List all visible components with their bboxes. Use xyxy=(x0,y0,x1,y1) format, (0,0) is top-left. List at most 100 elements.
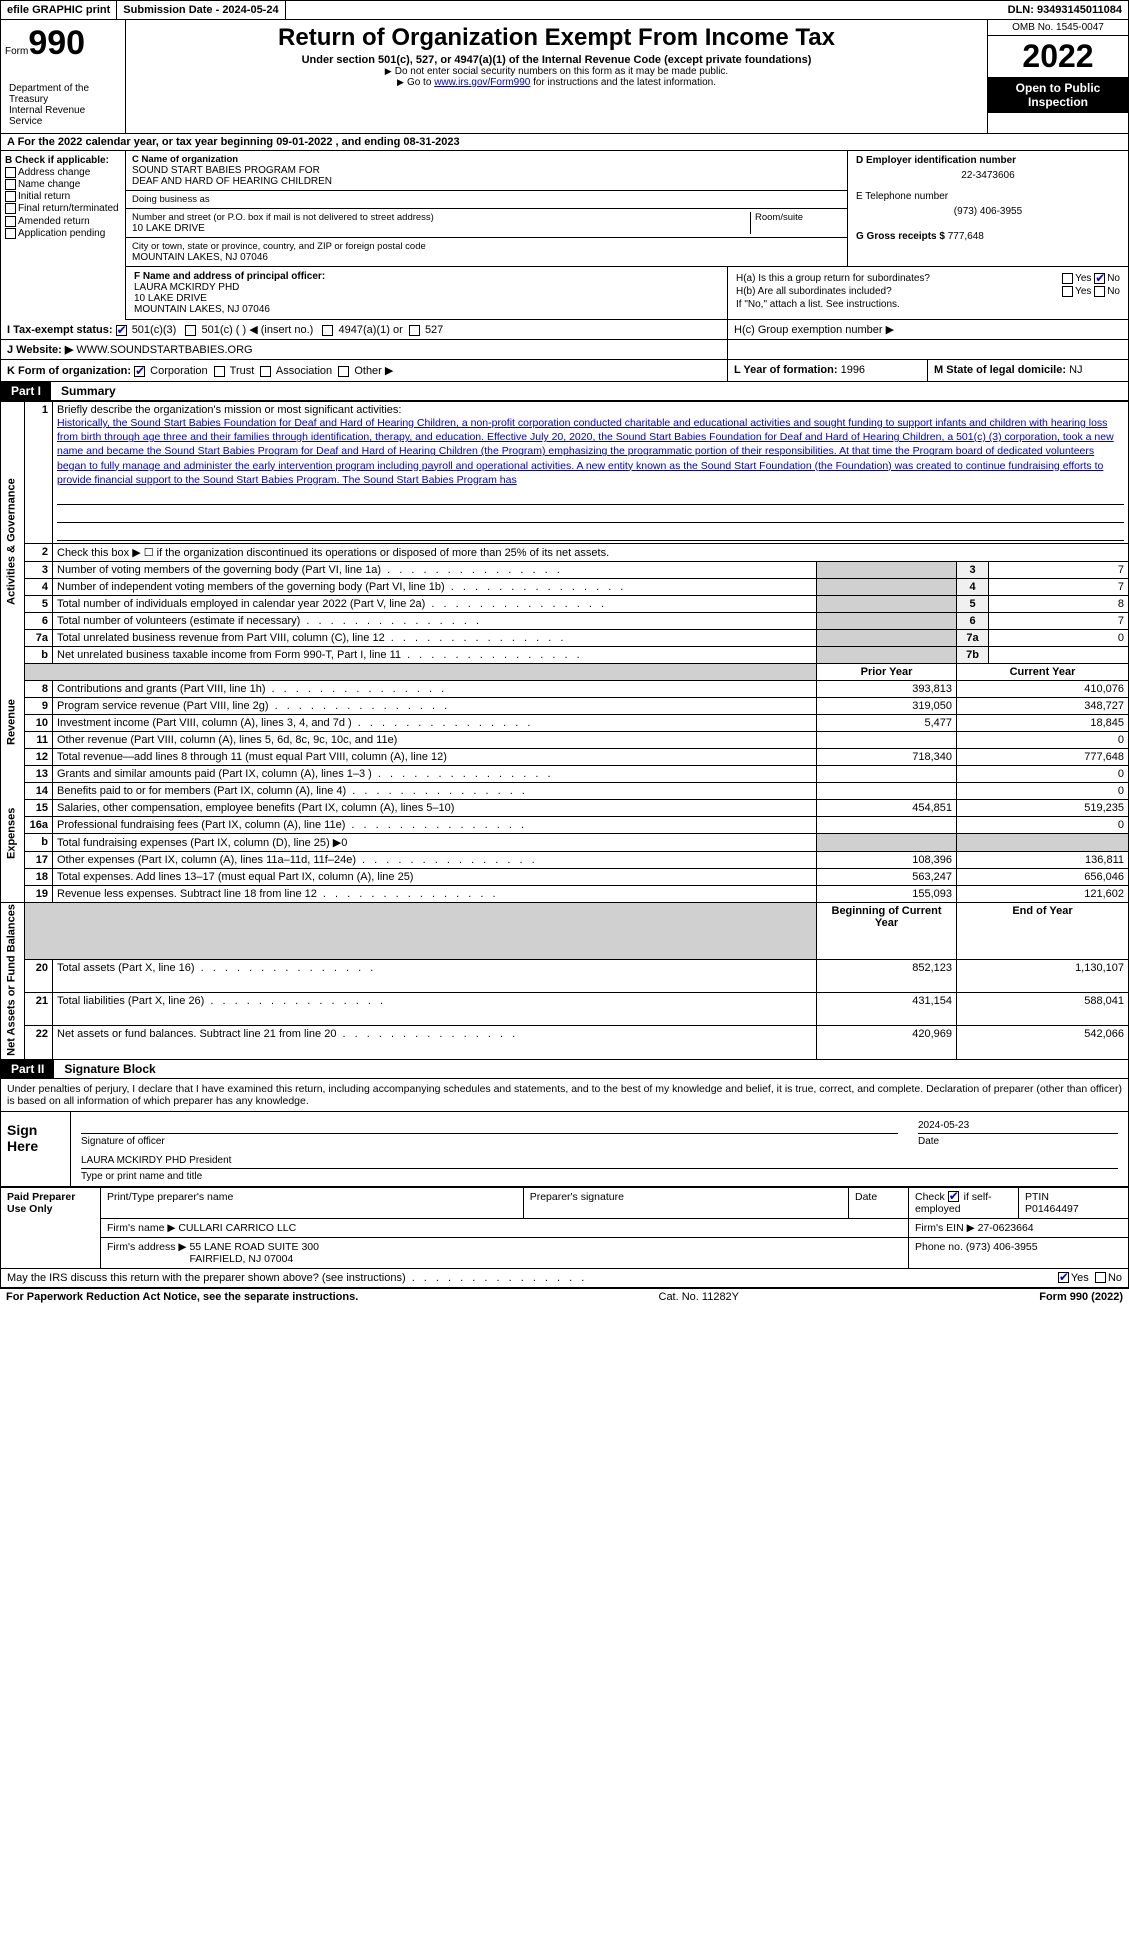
cb-final-return[interactable]: Final return/terminated xyxy=(5,203,121,214)
discuss-no-cb[interactable] xyxy=(1095,1272,1106,1283)
hdr-end: End of Year xyxy=(957,902,1129,959)
c-label: C Name of organization xyxy=(132,154,841,165)
ptin-label: PTIN xyxy=(1025,1191,1122,1203)
section-c: C Name of organization SOUND START BABIE… xyxy=(126,151,848,266)
phone-value: (973) 406-3955 xyxy=(856,206,1120,217)
l-value: 1996 xyxy=(841,364,865,376)
form-label: Form xyxy=(5,46,28,57)
discuss-yes-cb[interactable] xyxy=(1058,1272,1069,1283)
sign-here-label: Sign Here xyxy=(1,1112,71,1186)
discuss-row: May the IRS discuss this return with the… xyxy=(0,1269,1129,1288)
firm-addr: 55 LANE ROAD SUITE 300 FAIRFIELD, NJ 070… xyxy=(189,1241,319,1265)
footer-left: For Paperwork Reduction Act Notice, see … xyxy=(6,1291,358,1303)
footer-mid: Cat. No. 11282Y xyxy=(659,1291,740,1303)
cb-address-change[interactable]: Address change xyxy=(5,167,121,178)
cb-application-pending[interactable]: Application pending xyxy=(5,228,121,239)
hdr-prior: Prior Year xyxy=(817,663,957,680)
org-name: SOUND START BABIES PROGRAM FOR DEAF AND … xyxy=(132,165,841,187)
firm-addr-label: Firm's address ▶ xyxy=(107,1241,187,1253)
line-14: Benefits paid to or for members (Part IX… xyxy=(53,782,817,799)
summary-table: Activities & Governance 1 Briefly descri… xyxy=(0,401,1129,1060)
d-label: D Employer identification number xyxy=(856,155,1120,166)
page-footer: For Paperwork Reduction Act Notice, see … xyxy=(0,1288,1129,1305)
l-label: L Year of formation: xyxy=(734,364,838,376)
section-f: F Name and address of principal officer:… xyxy=(126,267,728,319)
line-7a: Total unrelated business revenue from Pa… xyxy=(53,629,817,646)
f-label: F Name and address of principal officer: xyxy=(134,271,719,282)
k-assoc-cb[interactable] xyxy=(260,366,271,377)
firm-ein: 27-0623664 xyxy=(978,1222,1034,1234)
line-a: A For the 2022 calendar year, or tax yea… xyxy=(0,134,1129,151)
form-subtitle: Under section 501(c), 527, or 4947(a)(1)… xyxy=(136,54,977,66)
tax-year: 2022 xyxy=(988,36,1128,77)
ha-no-cb[interactable] xyxy=(1094,273,1105,284)
line-16a: Professional fundraising fees (Part IX, … xyxy=(53,816,817,833)
preparer-table: Paid Preparer Use Only Print/Type prepar… xyxy=(0,1187,1129,1269)
line-19: Revenue less expenses. Subtract line 18 … xyxy=(53,885,817,902)
line-4: Number of independent voting members of … xyxy=(53,578,817,595)
ssn-note: Do not enter social security numbers on … xyxy=(136,66,977,77)
prep-phone: (973) 406-3955 xyxy=(966,1241,1038,1253)
part1-label: Part I xyxy=(1,382,51,400)
street-value: 10 LAKE DRIVE xyxy=(132,223,746,234)
side-netassets: Net Assets or Fund Balances xyxy=(1,902,25,1059)
open-inspection: Open to Public Inspection xyxy=(988,77,1128,113)
officer-city: MOUNTAIN LAKES, NJ 07046 xyxy=(134,304,719,315)
line-10: Investment income (Part VIII, column (A)… xyxy=(53,714,817,731)
k-corp-cb[interactable] xyxy=(134,366,145,377)
row-i: I Tax-exempt status: 501(c)(3) 501(c) ( … xyxy=(1,320,728,339)
line-8: Contributions and grants (Part VIII, lin… xyxy=(53,680,817,697)
section-b: B Check if applicable: Address change Na… xyxy=(1,151,126,320)
m-label: M State of legal domicile: xyxy=(934,364,1066,376)
cb-name-change[interactable]: Name change xyxy=(5,179,121,190)
firm-ein-label: Firm's EIN ▶ xyxy=(915,1222,975,1234)
city-label: City or town, state or province, country… xyxy=(132,241,841,252)
k-trust-cb[interactable] xyxy=(214,366,225,377)
hdr-beginning: Beginning of Current Year xyxy=(817,902,957,959)
prep-phone-label: Phone no. xyxy=(915,1241,963,1253)
i-501c-cb[interactable] xyxy=(185,325,196,336)
cb-amended-return[interactable]: Amended return xyxy=(5,216,121,227)
room-label: Room/suite xyxy=(755,212,841,223)
gross-receipts: 777,648 xyxy=(948,231,984,242)
hc-row: H(c) Group exemption number ▶ xyxy=(728,320,1128,339)
ha-yes-cb[interactable] xyxy=(1062,273,1073,284)
side-revenue: Revenue xyxy=(1,680,25,765)
part1-title: Summary xyxy=(51,382,126,400)
goto-prefix: Go to xyxy=(397,77,434,88)
j-label: J Website: ▶ xyxy=(7,344,73,356)
line-5: Total number of individuals employed in … xyxy=(53,595,817,612)
line-9: Program service revenue (Part VIII, line… xyxy=(53,697,817,714)
line-15: Salaries, other compensation, employee b… xyxy=(53,799,817,816)
i-4947-cb[interactable] xyxy=(322,325,333,336)
hb-yes-cb[interactable] xyxy=(1062,286,1073,297)
hb-no-cb[interactable] xyxy=(1094,286,1105,297)
g-label: G Gross receipts $ xyxy=(856,231,945,242)
prep-h3: Date xyxy=(849,1187,909,1218)
form-header: Form990 Department of the Treasury Inter… xyxy=(0,20,1129,134)
hc-label: H(c) Group exemption number ▶ xyxy=(734,324,894,336)
q1-label: Briefly describe the organization's miss… xyxy=(57,404,1124,416)
irs-link[interactable]: www.irs.gov/Form990 xyxy=(434,77,530,88)
mission-text: Historically, the Sound Start Babies Fou… xyxy=(57,416,1124,487)
dln: DLN: 93493145011084 xyxy=(1002,1,1128,19)
dept-label: Department of the Treasury Internal Reve… xyxy=(5,81,121,129)
efile-label: efile GRAPHIC print xyxy=(1,1,117,19)
k-other-cb[interactable] xyxy=(338,366,349,377)
discuss-question: May the IRS discuss this return with the… xyxy=(7,1272,587,1284)
section-h: H(a) Is this a group return for subordin… xyxy=(728,267,1128,319)
form-number: 990 xyxy=(28,24,85,62)
officer-street: 10 LAKE DRIVE xyxy=(134,293,719,304)
ein-value: 22-3473606 xyxy=(856,170,1120,181)
i-501c3-cb[interactable] xyxy=(116,325,127,336)
hb-note: If "No," attach a list. See instructions… xyxy=(736,299,1120,310)
line-11: Other revenue (Part VIII, column (A), li… xyxy=(53,731,817,748)
row-k: K Form of organization: Corporation Trus… xyxy=(1,360,728,381)
submission-date: Submission Date - 2024-05-24 xyxy=(117,1,285,19)
cb-initial-return[interactable]: Initial return xyxy=(5,191,121,202)
type-print-label: Type or print name and title xyxy=(81,1171,1118,1182)
i-527-cb[interactable] xyxy=(409,325,420,336)
part2-title: Signature Block xyxy=(54,1060,165,1078)
street-label: Number and street (or P.O. box if mail i… xyxy=(132,212,746,223)
self-employed-cb[interactable] xyxy=(948,1191,959,1202)
